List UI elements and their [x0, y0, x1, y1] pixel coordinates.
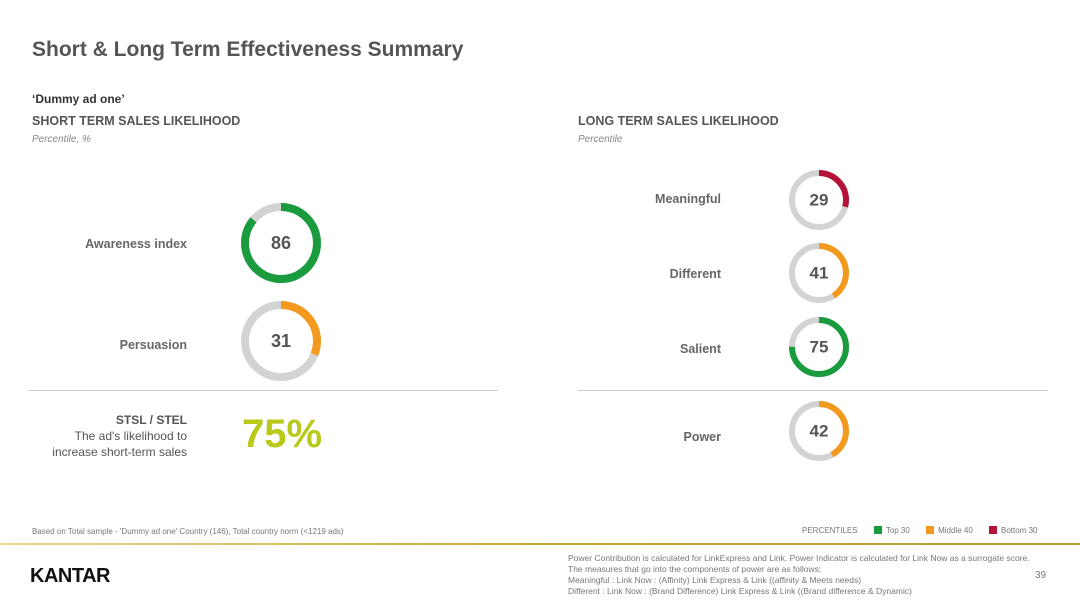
ad-name: ‘Dummy ad one’ [32, 92, 125, 106]
base-note: Based on Total sample - 'Dummy ad one' C… [32, 527, 344, 536]
short-term-heading: SHORT TERM SALES LIKELIHOOD [32, 114, 241, 128]
note-line: Power Contribution is calculated for Lin… [568, 553, 1030, 574]
divider [28, 390, 498, 391]
stsl-label: STSL / STEL [115, 413, 187, 427]
legend-swatch-bottom [989, 526, 997, 534]
ring-value: 41 [810, 264, 829, 283]
long-term-subheading: Percentile [578, 134, 623, 145]
legend-swatch-top [873, 526, 882, 534]
ring-value: 86 [271, 233, 291, 253]
stsl-desc: increase short-term sales [52, 445, 187, 459]
metric-label-persuasion: Persuasion [119, 338, 187, 352]
stsl-desc: The ad's likelihood to [74, 429, 187, 443]
stsl-value: 75% [242, 412, 323, 456]
note-line: Meaningful : Link Now : (Affinity) Link … [568, 575, 862, 585]
kantar-logo: KANTAR [30, 565, 110, 587]
metric-label-different: Different [669, 267, 721, 281]
ring-arc [241, 301, 321, 381]
ring-value: 31 [271, 331, 291, 351]
metric-label-awareness: Awareness index [85, 237, 187, 251]
short-term-subheading: Percentile, % [32, 134, 91, 145]
ring-salient: 75 [789, 317, 849, 377]
long-term-heading: LONG TERM SALES LIKELIHOOD [578, 114, 779, 128]
ring-power: 42 [789, 401, 849, 461]
ring-value: 29 [810, 191, 829, 210]
ring-arc [789, 401, 849, 461]
ring-awareness: 86 [241, 203, 321, 283]
metric-label-meaningful: Meaningful [655, 192, 721, 206]
legend-swatch-middle [926, 526, 935, 534]
ring-persuasion: 31 [241, 301, 321, 381]
ring-arc [241, 203, 321, 283]
ring-meaningful: 29 [789, 170, 849, 230]
legend-label: Bottom 30 [1001, 526, 1038, 535]
metric-label-salient: Salient [680, 342, 721, 356]
legend: PERCENTILES Top 30 Middle 40 Bottom 30 [802, 526, 1037, 535]
metric-label-power: Power [683, 430, 721, 444]
stsl-block: STSL / STEL The ad's likelihood to incre… [20, 412, 187, 460]
legend-label: Top 30 [885, 526, 910, 535]
ring-arc [789, 243, 849, 303]
ring-value: 42 [810, 422, 829, 441]
ring-arc [789, 170, 849, 230]
legend-label: Middle 40 [938, 526, 973, 535]
ring-value: 75 [810, 338, 829, 357]
ring-different: 41 [789, 243, 849, 303]
note-line: Different : Link Now : (Brand Difference… [568, 586, 912, 596]
divider [578, 390, 1048, 391]
ring-arc [789, 317, 849, 377]
legend-title: PERCENTILES [802, 526, 858, 535]
page-title: Short & Long Term Effectiveness Summary [32, 38, 464, 61]
gold-divider [0, 543, 1080, 545]
methodology-note: Power Contribution is calculated for Lin… [568, 553, 1048, 597]
page-number: 39 [1035, 570, 1047, 581]
